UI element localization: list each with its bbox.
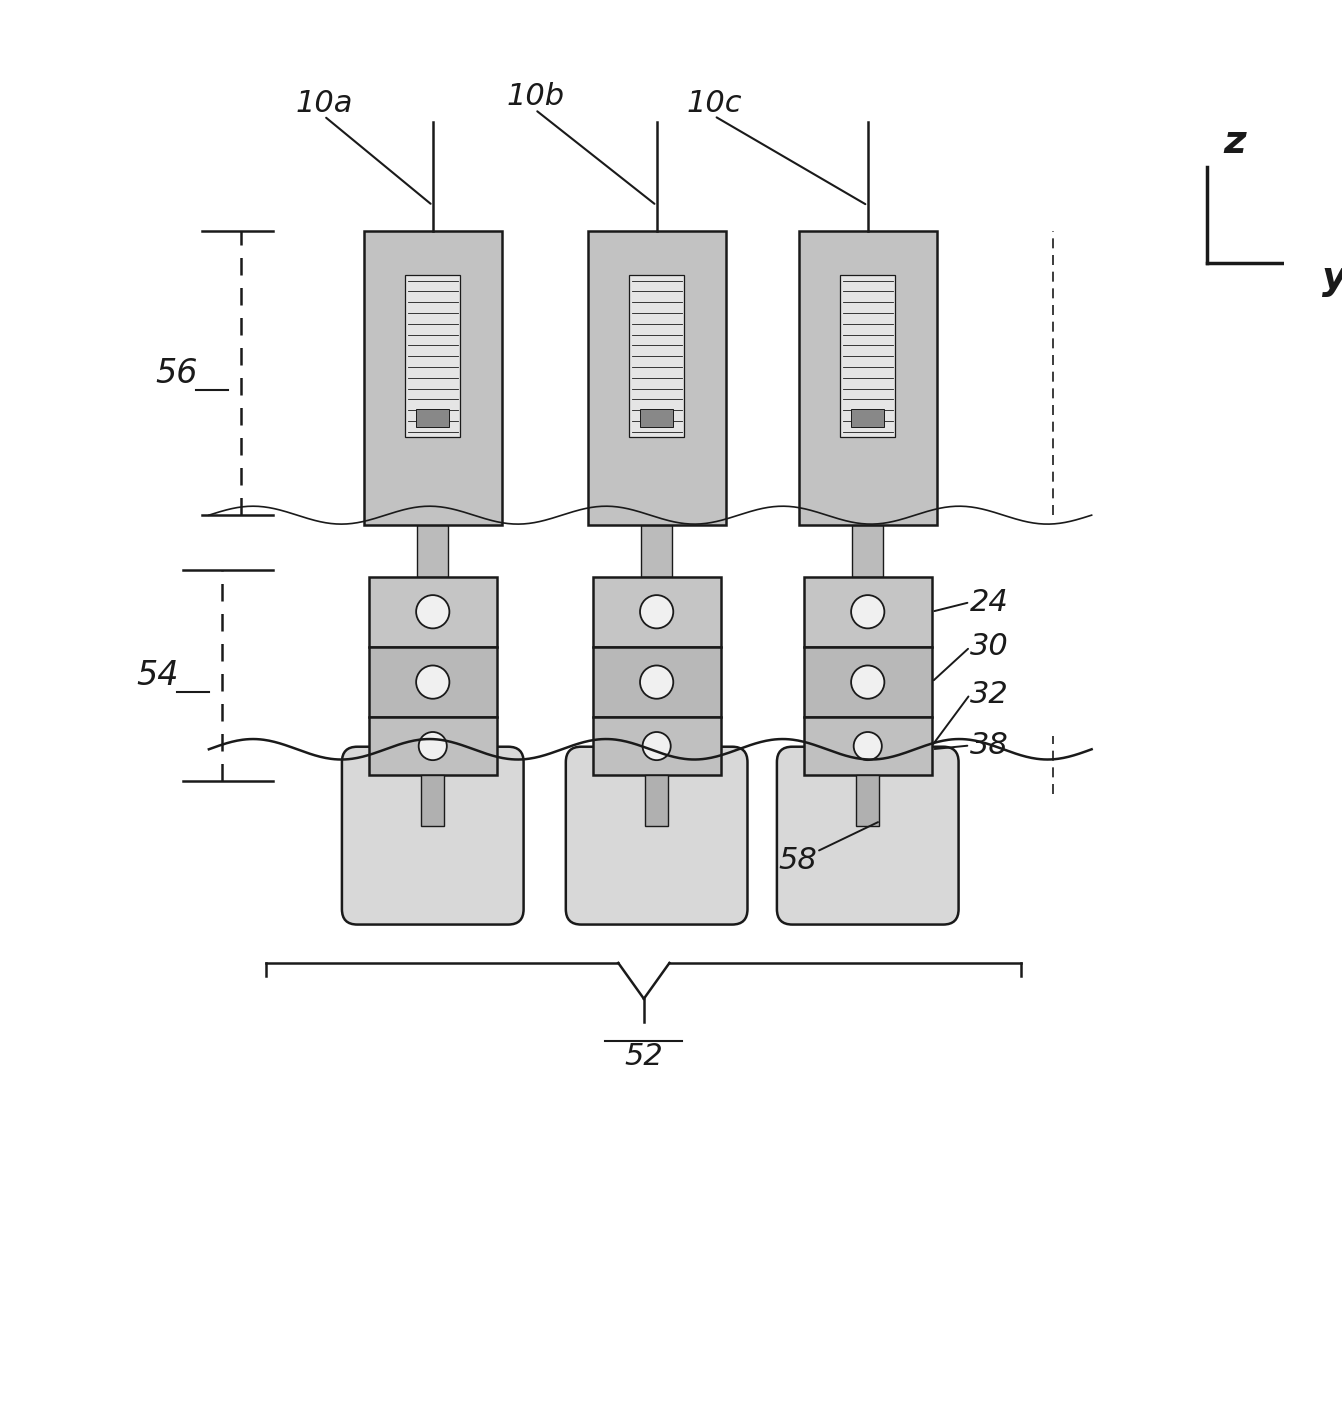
- Bar: [421, 775, 444, 826]
- FancyBboxPatch shape: [342, 747, 523, 924]
- Bar: [629, 275, 684, 437]
- Text: 38: 38: [970, 731, 1009, 759]
- Text: 24: 24: [970, 588, 1009, 617]
- Text: 54: 54: [137, 659, 178, 692]
- Bar: [417, 526, 448, 576]
- Bar: [856, 775, 879, 826]
- Text: 10c: 10c: [687, 89, 742, 118]
- Bar: [851, 409, 884, 427]
- Bar: [369, 647, 497, 717]
- Bar: [840, 275, 895, 437]
- Text: z: z: [1224, 123, 1247, 161]
- Bar: [364, 231, 502, 526]
- Bar: [369, 717, 497, 775]
- Bar: [804, 647, 931, 717]
- Circle shape: [851, 595, 884, 628]
- Bar: [588, 231, 726, 526]
- Circle shape: [419, 733, 447, 759]
- Text: 58: 58: [778, 845, 817, 875]
- Text: 52: 52: [624, 1041, 663, 1071]
- Text: 56: 56: [156, 356, 199, 390]
- Text: 32: 32: [970, 679, 1009, 709]
- Bar: [593, 576, 721, 647]
- Circle shape: [854, 733, 882, 759]
- Circle shape: [640, 665, 674, 699]
- Bar: [416, 409, 450, 427]
- Bar: [646, 775, 668, 826]
- FancyBboxPatch shape: [777, 747, 958, 924]
- Bar: [798, 231, 937, 526]
- Bar: [593, 647, 721, 717]
- Bar: [405, 275, 460, 437]
- Circle shape: [416, 665, 450, 699]
- Bar: [369, 576, 497, 647]
- Bar: [852, 526, 883, 576]
- Text: y: y: [1322, 259, 1342, 297]
- Bar: [804, 576, 931, 647]
- Circle shape: [640, 595, 674, 628]
- FancyBboxPatch shape: [566, 747, 747, 924]
- Text: 10b: 10b: [506, 82, 564, 111]
- Bar: [641, 526, 672, 576]
- Bar: [593, 717, 721, 775]
- Text: 30: 30: [970, 633, 1009, 661]
- Circle shape: [416, 595, 450, 628]
- Text: 10a: 10a: [295, 89, 353, 118]
- Bar: [804, 717, 931, 775]
- Circle shape: [643, 733, 671, 759]
- Bar: [640, 409, 674, 427]
- Circle shape: [851, 665, 884, 699]
